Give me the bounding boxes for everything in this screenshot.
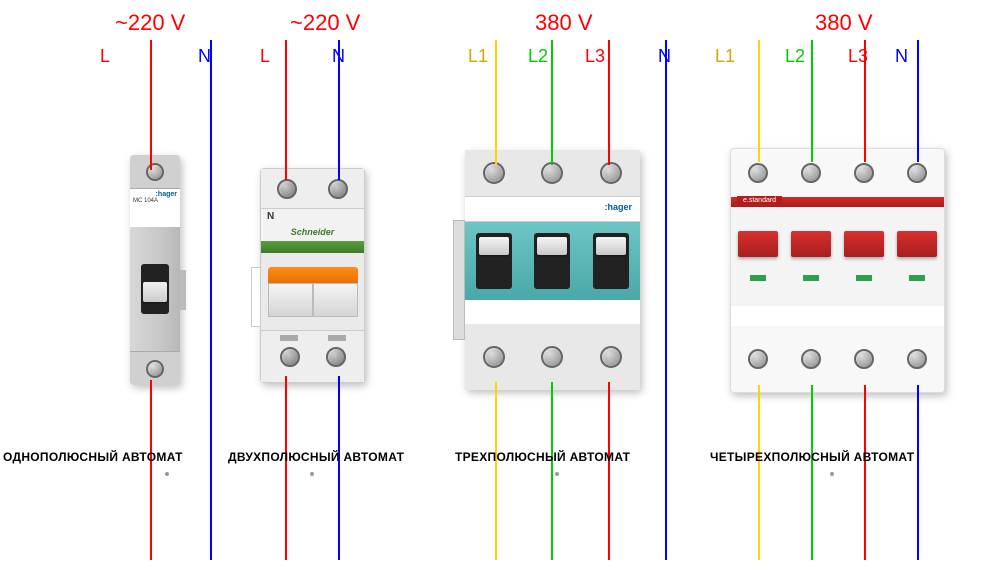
wire-single_pole xyxy=(150,380,152,560)
toggle-2 xyxy=(268,267,358,317)
wire-two_pole xyxy=(285,40,287,180)
wire-three_pole xyxy=(608,40,610,165)
caption-dot xyxy=(165,472,169,476)
wire-two_pole xyxy=(338,376,340,560)
breaker-diagram: :hager MC 104A N Schneider xyxy=(0,0,990,573)
breaker-four-pole: e.standard xyxy=(730,148,945,393)
wire-label-three_pole: L1 xyxy=(468,46,488,67)
caption-two_pole: ДВУХПОЛЮСНЫЙ АВТОМАТ xyxy=(228,450,404,464)
wire-label-four_pole: L3 xyxy=(848,46,868,67)
voltage-label-three_pole: 380 V xyxy=(535,10,593,36)
terminal xyxy=(280,347,300,367)
brand-schneider: Schneider xyxy=(291,227,335,237)
terminal xyxy=(277,179,297,199)
toggle-4a xyxy=(737,231,779,281)
breaker-two-pole: N Schneider xyxy=(260,168,365,383)
wire-label-three_pole: L2 xyxy=(528,46,548,67)
wire-label-four_pole: L2 xyxy=(785,46,805,67)
wire-three_pole xyxy=(608,382,610,560)
wire-single_pole xyxy=(150,40,152,170)
caption-dot xyxy=(555,472,559,476)
caption-single_pole: ОДНОПОЛЮСНЫЙ АВТОМАТ xyxy=(3,450,183,464)
voltage-label-single_pole: ~220 V xyxy=(115,10,185,36)
wire-label-two_pole: L xyxy=(260,46,270,67)
terminal xyxy=(326,347,346,367)
toggle-4c xyxy=(843,231,885,281)
brand-hager-3: :hager xyxy=(604,202,632,212)
wire-single_pole xyxy=(210,40,212,560)
wire-two_pole xyxy=(285,376,287,560)
wire-four_pole xyxy=(758,40,760,162)
breaker-single-pole: :hager MC 104A xyxy=(130,155,180,385)
wire-three_pole xyxy=(495,382,497,560)
wire-label-single_pole: L xyxy=(100,46,110,67)
caption-three_pole: ТРЕХПОЛЮСНЫЙ АВТОМАТ xyxy=(455,450,630,464)
wire-three_pole xyxy=(665,40,667,560)
caption-dot xyxy=(830,472,834,476)
wire-four_pole xyxy=(811,385,813,560)
caption-four_pole: ЧЕТЫРЕХПОЛЮСНЫЙ АВТОМАТ xyxy=(710,450,914,464)
wire-three_pole xyxy=(551,382,553,560)
toggle-1 xyxy=(141,264,169,314)
brand-estandard: e.standard xyxy=(737,196,782,205)
wire-four_pole xyxy=(758,385,760,560)
brand-hager-1: :hager xyxy=(133,191,177,198)
voltage-label-two_pole: ~220 V xyxy=(290,10,360,36)
wire-label-three_pole: L3 xyxy=(585,46,605,67)
wire-four_pole xyxy=(917,40,919,162)
terminal xyxy=(328,179,348,199)
breaker-three-pole: :hager xyxy=(465,150,640,390)
wire-four_pole xyxy=(811,40,813,162)
caption-dot xyxy=(310,472,314,476)
toggle-3c xyxy=(593,233,629,289)
toggle-4d xyxy=(896,231,938,281)
model-label: MC 104A xyxy=(133,198,177,204)
wire-label-four_pole: N xyxy=(895,46,908,67)
wire-label-three_pole: N xyxy=(658,46,671,67)
wire-four_pole xyxy=(864,385,866,560)
wire-four_pole xyxy=(917,385,919,560)
toggle-3a xyxy=(476,233,512,289)
toggle-3b xyxy=(534,233,570,289)
wire-three_pole xyxy=(495,40,497,165)
toggle-4b xyxy=(790,231,832,281)
voltage-label-four_pole: 380 V xyxy=(815,10,873,36)
wire-label-two_pole: N xyxy=(332,46,345,67)
wire-label-four_pole: L1 xyxy=(715,46,735,67)
wire-three_pole xyxy=(551,40,553,165)
wire-label-single_pole: N xyxy=(198,46,211,67)
